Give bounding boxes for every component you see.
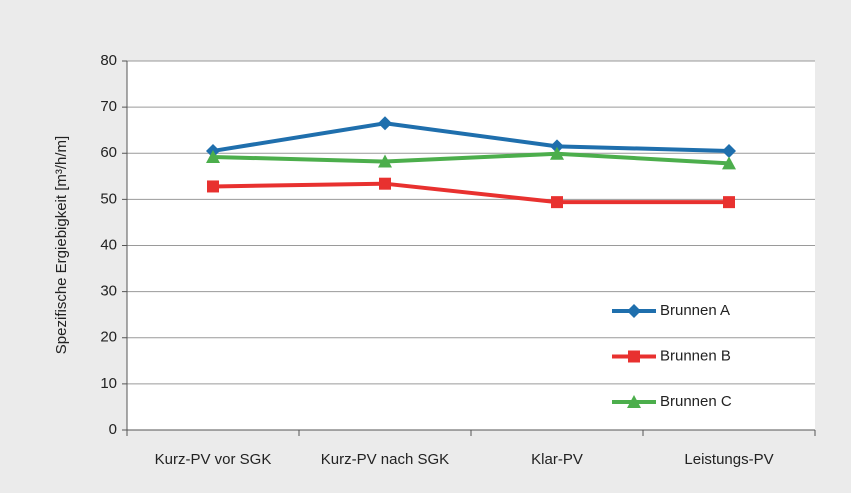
y-tick-label: 0 [109,421,117,438]
legend-marker [627,304,641,318]
series-line [212,151,730,166]
marker [207,180,219,193]
x-tick-label: Kurz-PV nach SGK [321,451,449,468]
x-tick-label: Klar-PV [531,451,583,468]
marker [550,139,564,154]
y-tick-label: 10 [100,375,117,392]
series-line [212,181,729,205]
y-axis-title: Spezifische Ergiebigkeit [m³/h/m] [53,136,70,354]
legend-label: Brunnen A [660,302,730,319]
x-tick-label: Kurz-PV vor SGK [155,451,272,468]
legend-label: Brunnen C [660,393,732,410]
y-tick-label: 70 [100,98,117,115]
marker [551,196,563,209]
legend-marker [627,395,641,408]
y-tick-label: 60 [100,144,117,161]
legend-label: Brunnen B [660,347,731,364]
y-tick-label: 80 [100,52,117,69]
marker [722,156,736,170]
x-tick-label: Leistungs-PV [684,451,773,468]
marker [378,154,392,168]
series-line [212,121,730,153]
marker [379,177,391,190]
y-tick-label: 30 [100,283,117,300]
marker [722,143,736,158]
legend-marker [628,350,640,363]
marker [378,116,392,131]
marker [550,146,564,160]
y-tick-label: 50 [100,190,117,207]
y-tick-label: 20 [100,329,117,346]
y-tick-label: 40 [100,236,117,253]
marker [723,196,735,209]
marker [206,149,220,163]
